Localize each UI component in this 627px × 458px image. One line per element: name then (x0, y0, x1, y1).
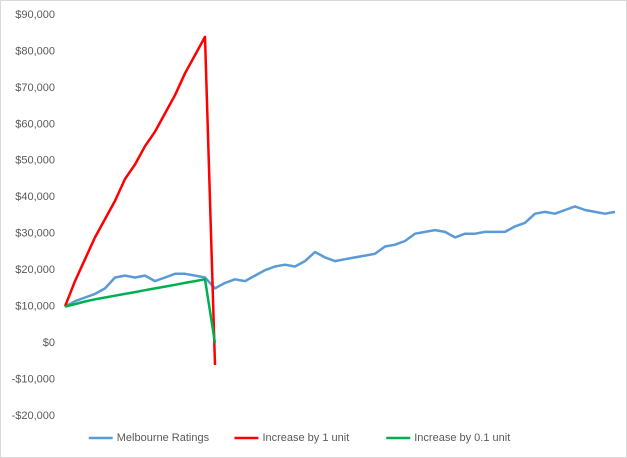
y-tick-label: $30,000 (15, 228, 55, 240)
y-tick-label: $80,000 (15, 45, 55, 57)
y-tick-label: -$10,000 (12, 373, 55, 385)
legend-item: Increase by 0.1 unit (386, 432, 510, 444)
legend-item: Increase by 1 unit (234, 432, 349, 444)
series-line (64, 205, 616, 308)
series-line (63, 35, 217, 366)
y-tick-label: $50,000 (15, 155, 55, 167)
y-tick-label: $40,000 (15, 191, 55, 203)
y-tick-label: $20,000 (15, 264, 55, 276)
y-tick-label: $10,000 (15, 301, 55, 313)
y-tick-label: $0 (43, 337, 55, 349)
y-tick-label: $60,000 (15, 118, 55, 130)
legend-label: Melbourne Ratings (117, 432, 210, 444)
y-tick-label: $90,000 (15, 9, 55, 21)
legend-label: Increase by 0.1 unit (414, 432, 510, 444)
legend-item: Melbourne Ratings (88, 432, 210, 444)
legend-label: Increase by 1 unit (262, 432, 349, 444)
y-tick-label: $70,000 (15, 82, 55, 94)
series-line (64, 278, 217, 344)
y-tick-label: -$20,000 (12, 410, 55, 422)
